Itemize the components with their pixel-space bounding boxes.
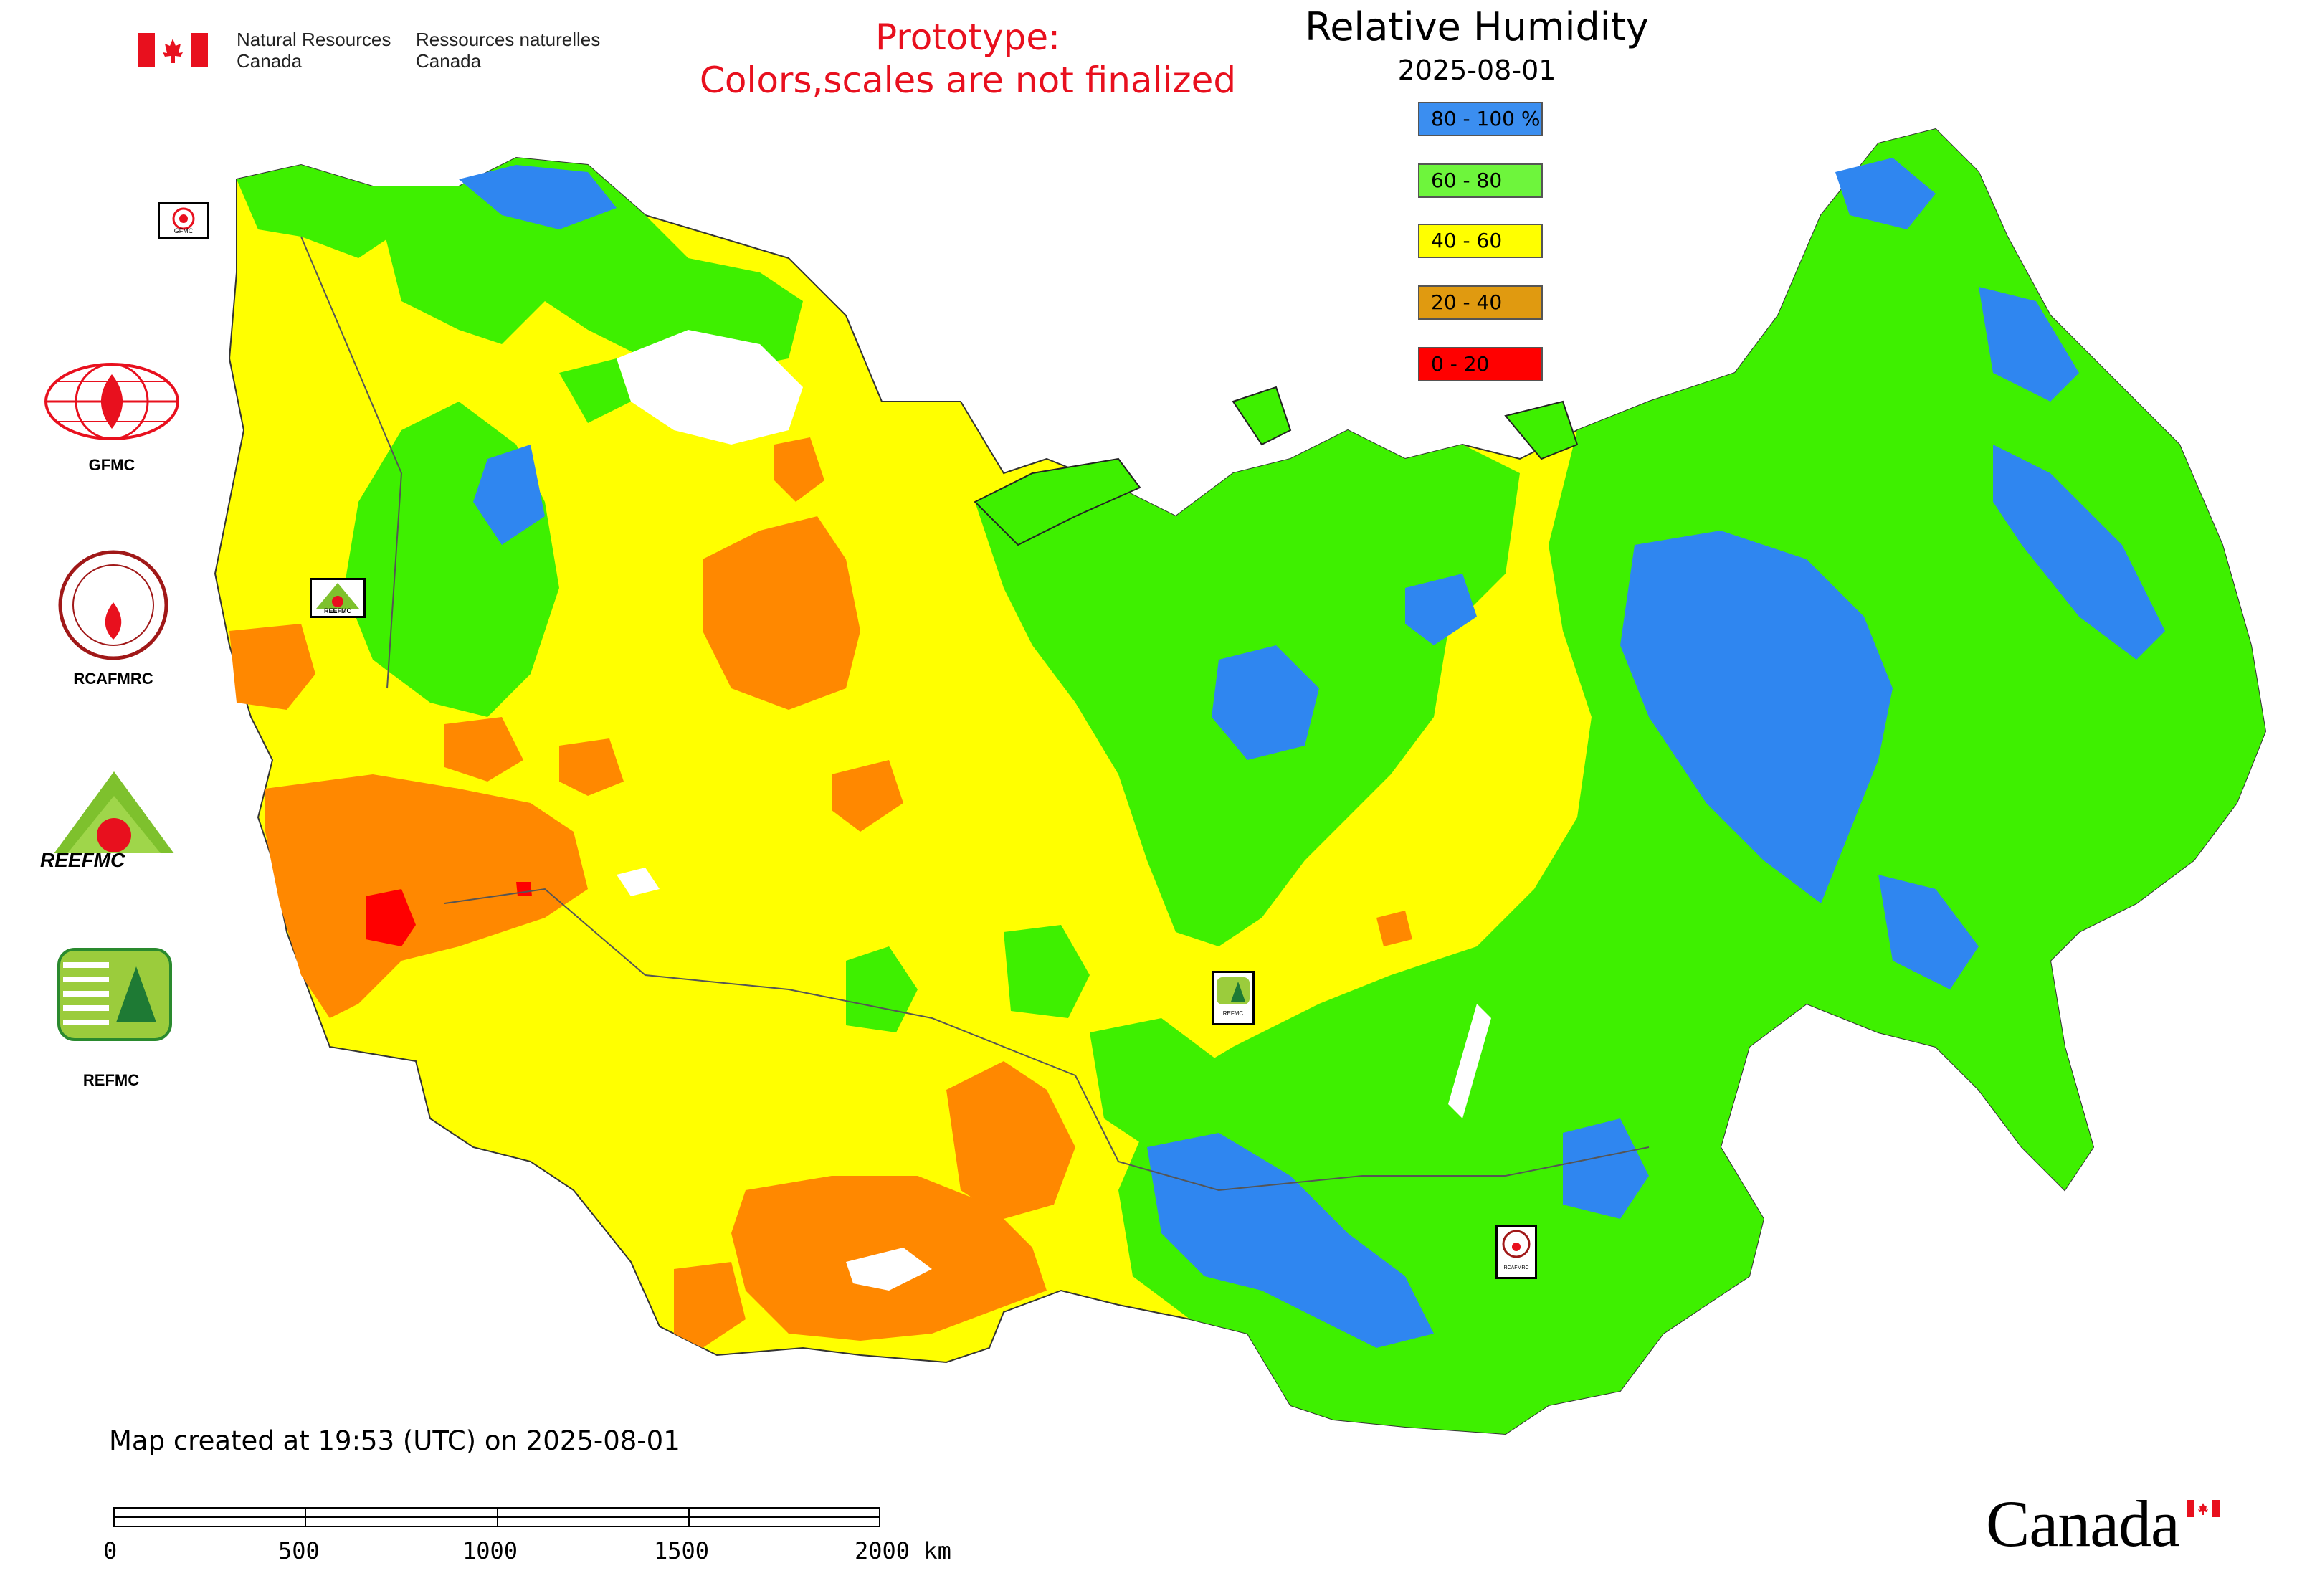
reefmc-marker-label: REEFMC [324, 607, 351, 614]
admin-borders [300, 236, 1650, 1192]
scale-label-1500: 1500 [654, 1537, 710, 1564]
gfmc-map-marker: GFMC [158, 202, 209, 239]
map-created-text: Map created at 19:53 (UTC) on 2025-08-01 [109, 1425, 680, 1456]
humid-80-100-areas [459, 158, 2165, 1348]
prototype-notice: Prototype: Colors,scales are not finaliz… [699, 16, 1237, 101]
canada-wordmark-flag-icon [2187, 1500, 2220, 1517]
gfmc-label: GFMC [88, 456, 135, 474]
rcafmrc-logo-icon [57, 549, 169, 661]
legend-item-20-40: 20 - 40 [1418, 285, 1543, 320]
scale-label-1000: 1000 [462, 1537, 518, 1564]
legend-item-60-80: 60 - 80 [1418, 163, 1543, 198]
scale-bar-segments [113, 1507, 880, 1527]
legend-item-0-20: 0 - 20 [1418, 347, 1543, 381]
gfmc-logo-icon [40, 358, 184, 445]
dry-20-40-areas [229, 437, 1412, 1348]
map-date: 2025-08-01 [1397, 54, 1556, 86]
water-bodies [617, 330, 1491, 1291]
rcafmrc-map-marker: RCAFMRC [1495, 1225, 1537, 1279]
gfmc-marker-label: GFMC [173, 227, 194, 234]
agency-name-en: Natural Resources Canada [237, 29, 391, 72]
scale-label-500: 500 [278, 1537, 320, 1564]
refmc-map-marker: REFMC [1212, 971, 1255, 1025]
canada-wordmark: Canada [1986, 1487, 2180, 1560]
legend-item-40-60: 40 - 60 [1418, 224, 1543, 258]
scale-label-2000: 2000 km [855, 1537, 951, 1564]
map-title: Relative Humidity [1305, 4, 1649, 49]
canada-flag-icon [138, 33, 208, 67]
rcafmrc-marker-label: RCAFMRC [1503, 1265, 1529, 1270]
refmc-logo-icon [57, 948, 172, 1041]
refmc-label: REFMC [82, 1071, 140, 1089]
agency-name-fr: Ressources naturelles Canada [416, 29, 601, 72]
refmc-marker-label: REFMC [1222, 1010, 1244, 1017]
reefmc-logo-icon [37, 767, 191, 875]
scale-label-0: 0 [103, 1537, 118, 1564]
reefmc-map-marker: REEFMC [310, 578, 366, 618]
arctic-islands [974, 386, 1579, 546]
legend-item-80-100: 80 - 100 % [1418, 102, 1543, 136]
reefmc-logo-text: REEFMC [40, 849, 125, 871]
rcafmrc-label: RCAFMRC [73, 670, 153, 688]
